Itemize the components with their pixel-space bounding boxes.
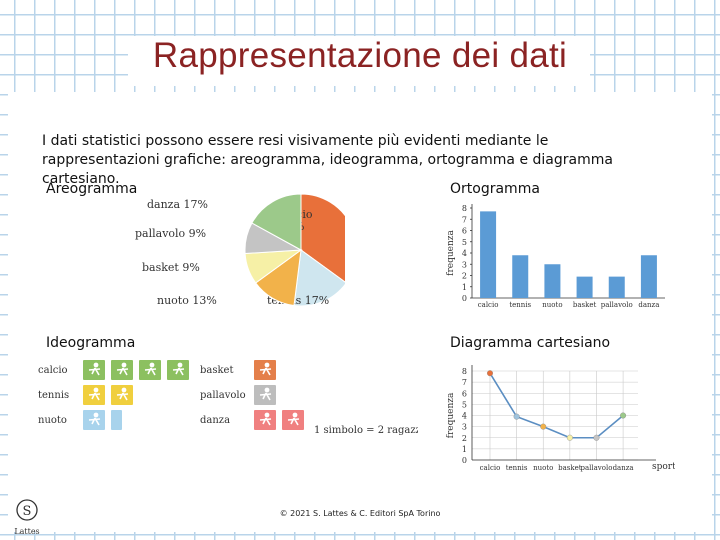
y-axis-label: frequenza (446, 229, 456, 275)
ideogram-label-pallavolo: pallavolo (200, 390, 246, 401)
bar-chart: 0 1 2 3 4 5 6 7 8 frequenza calcio tennis nuoto baske… (446, 204, 665, 309)
y-tick-label: 8 (462, 204, 467, 213)
ideogram-figure-body (287, 417, 300, 426)
y-tick-label: 6 (462, 227, 467, 236)
label-areogramma: Areogramma (46, 181, 138, 197)
ideogram-figure-head (264, 387, 270, 393)
label-ortogramma: Ortogramma (450, 181, 540, 197)
ideogram-figure-body (259, 367, 272, 376)
x-tick-label: danza (638, 301, 659, 309)
x-tick-label: pallavolo (581, 464, 613, 472)
pie-chart: calcio35%tennis 17%nuoto 13%basket 9%pal… (135, 193, 345, 307)
ideogram-figure-body (259, 417, 272, 426)
y-tick-label: 1 (462, 445, 467, 454)
y-tick-label: 3 (462, 423, 467, 432)
ideogram-label-tennis: tennis (38, 390, 69, 401)
intro-text: I dati statistici possono essere resi vi… (42, 133, 613, 187)
y-tick-label: 6 (462, 389, 467, 398)
ideogram-figure-head (93, 387, 99, 393)
pie-slice-calcio (300, 193, 345, 283)
x-tick-label: basket (573, 301, 597, 309)
ideogram-figure-head (264, 362, 270, 368)
ideogram-figure-head (264, 412, 270, 418)
svg-text:Lattes: Lattes (14, 527, 39, 536)
ideogram-figure-head (93, 362, 99, 368)
ideogram-figure-body (88, 392, 101, 401)
ideogram-legend: 1 simbolo = 2 ragazzi (314, 425, 418, 436)
y-axis-label: frequenza (446, 392, 456, 438)
ideogram-label-basket: basket (200, 365, 234, 376)
x-tick-label: nuoto (533, 464, 553, 472)
ideogram-figure-body (88, 417, 101, 426)
bar-basket (576, 276, 593, 298)
ideogram-figure-head (121, 387, 127, 393)
data-point-calcio (487, 370, 494, 377)
line-chart: 0 1 2 3 4 5 6 7 8 calcio tennis nuoto basketpallavol… (446, 365, 675, 472)
ideogram-figure-body (144, 367, 157, 376)
x-tick-label: pallavolo (601, 301, 633, 309)
y-tick-label: 2 (462, 272, 467, 281)
data-point-pallavolo (593, 434, 600, 441)
ideogram-figure-head (292, 412, 298, 418)
ideogram-figure-body (116, 392, 129, 401)
x-axis-label: sport (652, 462, 675, 472)
ideogram-figure-body (172, 367, 185, 376)
title-background (128, 36, 590, 86)
x-tick-label: nuoto (542, 301, 562, 309)
pie-slice-danza (251, 193, 302, 251)
pie-slice-tennis (293, 249, 345, 307)
data-point-basket (566, 434, 573, 441)
series-line (489, 372, 624, 439)
ideogram-figure-head (93, 412, 99, 418)
y-tick-label: 8 (462, 367, 467, 376)
x-tick-label: calcio (480, 464, 501, 472)
y-tick-label: 7 (462, 378, 467, 387)
ideogram-figure-head (149, 362, 155, 368)
x-tick-label: calcio (478, 301, 499, 309)
y-tick-label: 4 (462, 249, 467, 258)
y-tick-label: 5 (462, 238, 467, 247)
y-tick-label: 5 (462, 400, 467, 409)
bar-danza (640, 255, 657, 298)
ideogram-label-calcio: calcio (38, 365, 68, 376)
pie-label-nuoto: nuoto 13% (157, 294, 217, 307)
copyright-text: © 2021 S. Lattes & C. Editori SpA Torino (279, 509, 441, 518)
ideogram-half-symbol-nuoto (111, 410, 122, 430)
data-point-tennis (513, 413, 520, 420)
bar-pallavolo (608, 276, 625, 298)
y-tick-label: 2 (462, 434, 467, 443)
data-point-danza (620, 412, 627, 419)
bar-nuoto (544, 264, 561, 298)
ideogram-figure-body (116, 367, 129, 376)
x-tick-label: basket (558, 464, 582, 472)
ideogram-figure-head (121, 362, 127, 368)
y-tick-label: 7 (462, 215, 467, 224)
pie-label-pallavolo: pallavolo 9% (135, 227, 206, 240)
ideogram-figure-body (88, 367, 101, 376)
ideogram-label-danza: danza (200, 415, 230, 426)
pie-label-basket: basket 9% (142, 261, 200, 274)
bar-tennis (512, 255, 529, 298)
label-cartesiano: Diagramma cartesiano (450, 335, 611, 351)
svg-text:S: S (23, 504, 32, 519)
y-tick-label: 3 (462, 260, 467, 269)
y-tick-label: 4 (462, 412, 467, 421)
x-tick-label: tennis (506, 464, 528, 472)
x-tick-label: danza (613, 464, 634, 472)
ideogram-chart: calcio tennis nuoto basket pallavolo danza 1 s… (38, 360, 418, 436)
y-tick-label: 0 (462, 456, 467, 465)
data-point-nuoto (540, 423, 547, 430)
bar-calcio (480, 211, 497, 298)
content-panel (8, 92, 712, 532)
ideogram-figure-body (259, 392, 272, 401)
y-tick-label: 1 (462, 283, 467, 292)
pie-label-danza: danza 17% (147, 198, 208, 211)
y-tick-label: 0 (462, 294, 467, 303)
x-tick-label: tennis (509, 301, 531, 309)
label-ideogramma: Ideogramma (46, 335, 136, 351)
ideogram-label-nuoto: nuoto (38, 415, 67, 426)
lattes-logo: S Lattes (14, 499, 40, 536)
ideogram-figure-head (177, 362, 183, 368)
page-title: Rappresentazione dei dati (152, 36, 568, 75)
